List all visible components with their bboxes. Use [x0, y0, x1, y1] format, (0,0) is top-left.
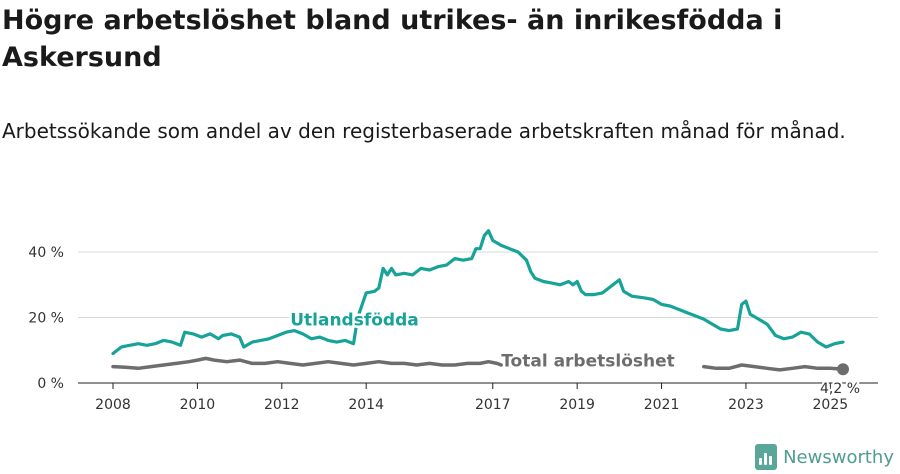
y-tick-label: 0 %	[37, 376, 64, 392]
x-tick-label: 2012	[264, 397, 300, 413]
y-tick-label: 20 %	[28, 311, 64, 327]
x-tick-label: 2017	[475, 397, 511, 413]
x-tick-label: 2021	[644, 397, 680, 413]
end-point-marker	[837, 363, 849, 376]
series-label-total: Total arbetslöshet	[501, 352, 675, 372]
page-subtitle: Arbetssökande som andel av den registerb…	[2, 119, 846, 143]
series-line-total	[111, 356, 845, 372]
x-tick-label: 2008	[95, 397, 131, 413]
label-layer: Utlandsfödda Total arbetslöshet 4,2 %	[288, 308, 862, 399]
series-layer	[111, 229, 845, 372]
axis-layer: 0 % 20 % 40 % 2008 2010 2012 2014 2017 2019 2021 2…	[28, 245, 878, 413]
x-tick-label: 2019	[559, 397, 595, 413]
x-tick-label: 2010	[180, 397, 216, 413]
brand-name: Newsworthy	[783, 446, 894, 468]
page-title: Högre arbetslöshet bland utrikes- än inr…	[2, 5, 783, 73]
x-tick-label: 2023	[728, 397, 764, 413]
y-tick-label: 40 %	[28, 245, 64, 261]
series-line-utlandsfodda	[111, 229, 845, 356]
x-tick-label: 2025	[813, 397, 849, 413]
newsworthy-logo: Newsworthy	[755, 444, 894, 470]
x-tick-label: 2014	[348, 397, 384, 413]
series-label-utlandsfodda: Utlandsfödda	[290, 311, 419, 331]
logo-bars-icon	[755, 444, 778, 470]
end-value-label: 4,2 %	[820, 381, 860, 397]
grid-layer	[78, 251, 878, 318]
